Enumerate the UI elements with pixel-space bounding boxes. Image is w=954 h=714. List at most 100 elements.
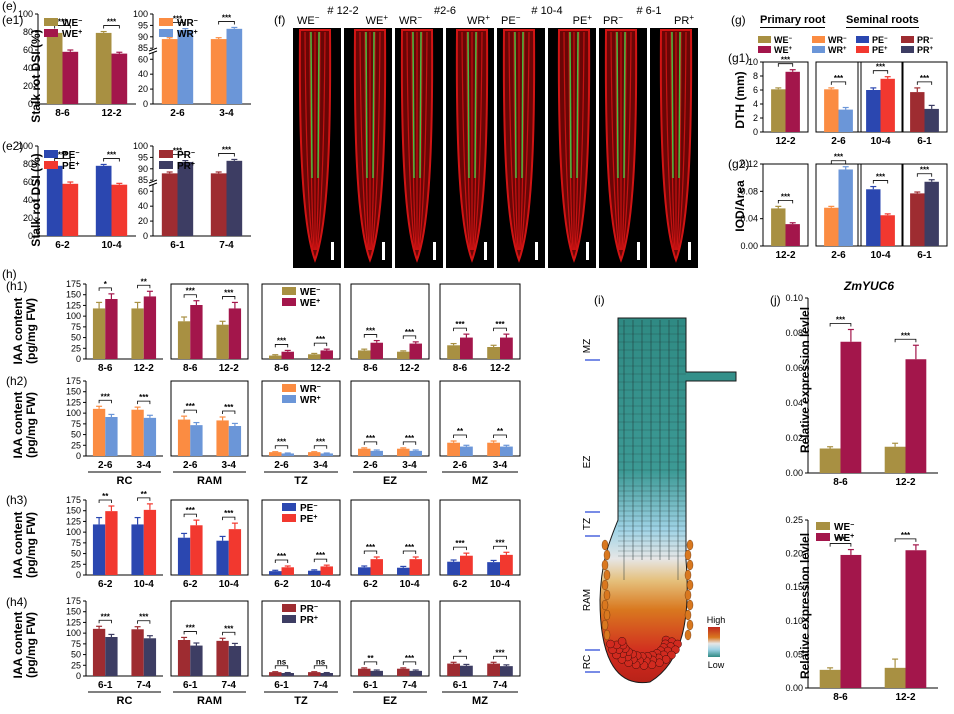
sig-label: *** [455, 539, 465, 548]
sig-label: *** [277, 552, 287, 561]
bar [111, 184, 128, 236]
frame [170, 283, 249, 360]
root-label: PR+ [674, 13, 694, 28]
panel-label-j: (j) [770, 293, 781, 307]
bar [487, 442, 500, 456]
root-image [650, 28, 698, 268]
y-tick-label: 6 [753, 85, 758, 95]
group-label: RC [117, 695, 133, 707]
panel-f: WE− WE+ WR− WR+ PE− PE+ PR− PR+ # 12-2 #2-6 # 10-4… [293, 5, 698, 268]
vascular-signal [412, 31, 415, 179]
bar [397, 567, 410, 575]
cell-file [473, 31, 483, 251]
y-tick-label: 150 [66, 387, 81, 397]
bar [281, 673, 294, 676]
sig-bracket [777, 199, 794, 204]
legend-swatch [282, 615, 296, 623]
bar [880, 78, 895, 132]
chart-h3-RAM: *** 6-2 *** 10-4 [170, 499, 249, 590]
bar [320, 566, 333, 575]
x-tick-label: 12-2 [775, 250, 795, 261]
sig-label: *** [139, 393, 149, 402]
x-tick-label: 12-2 [219, 363, 239, 374]
bar [177, 537, 191, 575]
y-tick-label: 150 [66, 607, 81, 617]
chart-h3-TZ: *** 6-2 *** 10-4 PE−PE+ [261, 499, 341, 590]
sig-bracket [222, 410, 236, 414]
root-image [548, 28, 596, 268]
chart-j2: 0.00 0.05 0.10 0.15 0.20 0.25 *** 8-6 *** 12-2 WE−… [785, 515, 938, 703]
vascular-signal [474, 31, 477, 179]
bar [281, 453, 294, 456]
zone-label-tz: TZ [582, 518, 593, 530]
x-tick-label: 6-2 [55, 240, 70, 251]
x-tick-label: 6-1 [363, 680, 378, 691]
scale-bar [535, 242, 538, 260]
bar [62, 183, 79, 236]
y-tick-label: 0 [76, 451, 81, 461]
y-tick-label: 60 [138, 186, 148, 196]
y-tick-label: 40 [23, 195, 33, 205]
vascular-signal [310, 31, 313, 179]
bar [838, 109, 853, 132]
bar [216, 324, 229, 359]
sig-bracket [274, 344, 289, 348]
sig-bracket [453, 327, 467, 332]
sig-bracket [493, 545, 507, 550]
legend-swatch [159, 161, 173, 169]
sig-label: *** [920, 74, 930, 83]
y-tick-label: 25 [71, 440, 81, 450]
x-tick-label: 2-6 [183, 460, 198, 471]
sig-label: *** [876, 173, 886, 182]
sig-bracket [830, 160, 847, 164]
legend-swatch [282, 384, 296, 392]
cell-file [610, 31, 620, 251]
bar [905, 550, 927, 688]
zone-label-ram: RAM [582, 589, 593, 611]
chart-h2-TZ: *** 2-6 *** 3-4 TZ WR−WR+ [261, 380, 341, 487]
sig-label: *** [186, 623, 196, 632]
sig-label: *** [173, 15, 183, 24]
legend-swatch [282, 514, 296, 522]
sig-label: *** [366, 543, 376, 552]
chart-g1a: 0 2 4 6 8 10 *** 12-2 [748, 56, 809, 147]
border-cell [686, 579, 694, 591]
bar [819, 448, 841, 473]
bar [216, 420, 229, 456]
sig-bracket [313, 665, 328, 669]
root-image [599, 28, 647, 268]
border-cell [684, 549, 692, 561]
sig-bracket [218, 21, 235, 25]
y-tick-label: 0.10 [785, 616, 803, 626]
chart-h1-TZ: *** 8-6 *** 12-2 WE−WE+ [261, 283, 341, 374]
x-tick-label: 2-6 [98, 460, 113, 471]
cell-file [575, 31, 585, 251]
bar [131, 308, 144, 359]
sig-bracket [453, 546, 467, 551]
vascular-signal [671, 31, 674, 179]
x-tick-label: 12-2 [101, 108, 121, 119]
root-image [395, 28, 443, 268]
bar [92, 524, 106, 575]
y-tick-label: 40 [138, 69, 148, 79]
x-tick-label: 12-2 [895, 692, 915, 703]
bar [143, 296, 157, 359]
cell-file [418, 31, 428, 251]
bar [228, 529, 242, 575]
bar [884, 446, 906, 473]
y-tick-label: 100 [66, 408, 81, 418]
x-tick-label: 3-4 [313, 460, 328, 471]
frame [170, 600, 249, 677]
y-tick-label: 0.05 [785, 649, 803, 659]
sig-label: * [458, 648, 462, 657]
legend-label: PE+ [300, 514, 317, 526]
bar [771, 89, 786, 132]
sig-label: ** [497, 427, 504, 436]
bar [143, 638, 157, 676]
legend-label: WE+ [62, 29, 82, 41]
h2-y-axis-label: IAA content (pg/mg FW) [11, 391, 38, 459]
y-tick-label: 8 [753, 71, 758, 81]
y-tick-label: 95 [138, 20, 148, 30]
bar [866, 189, 881, 246]
